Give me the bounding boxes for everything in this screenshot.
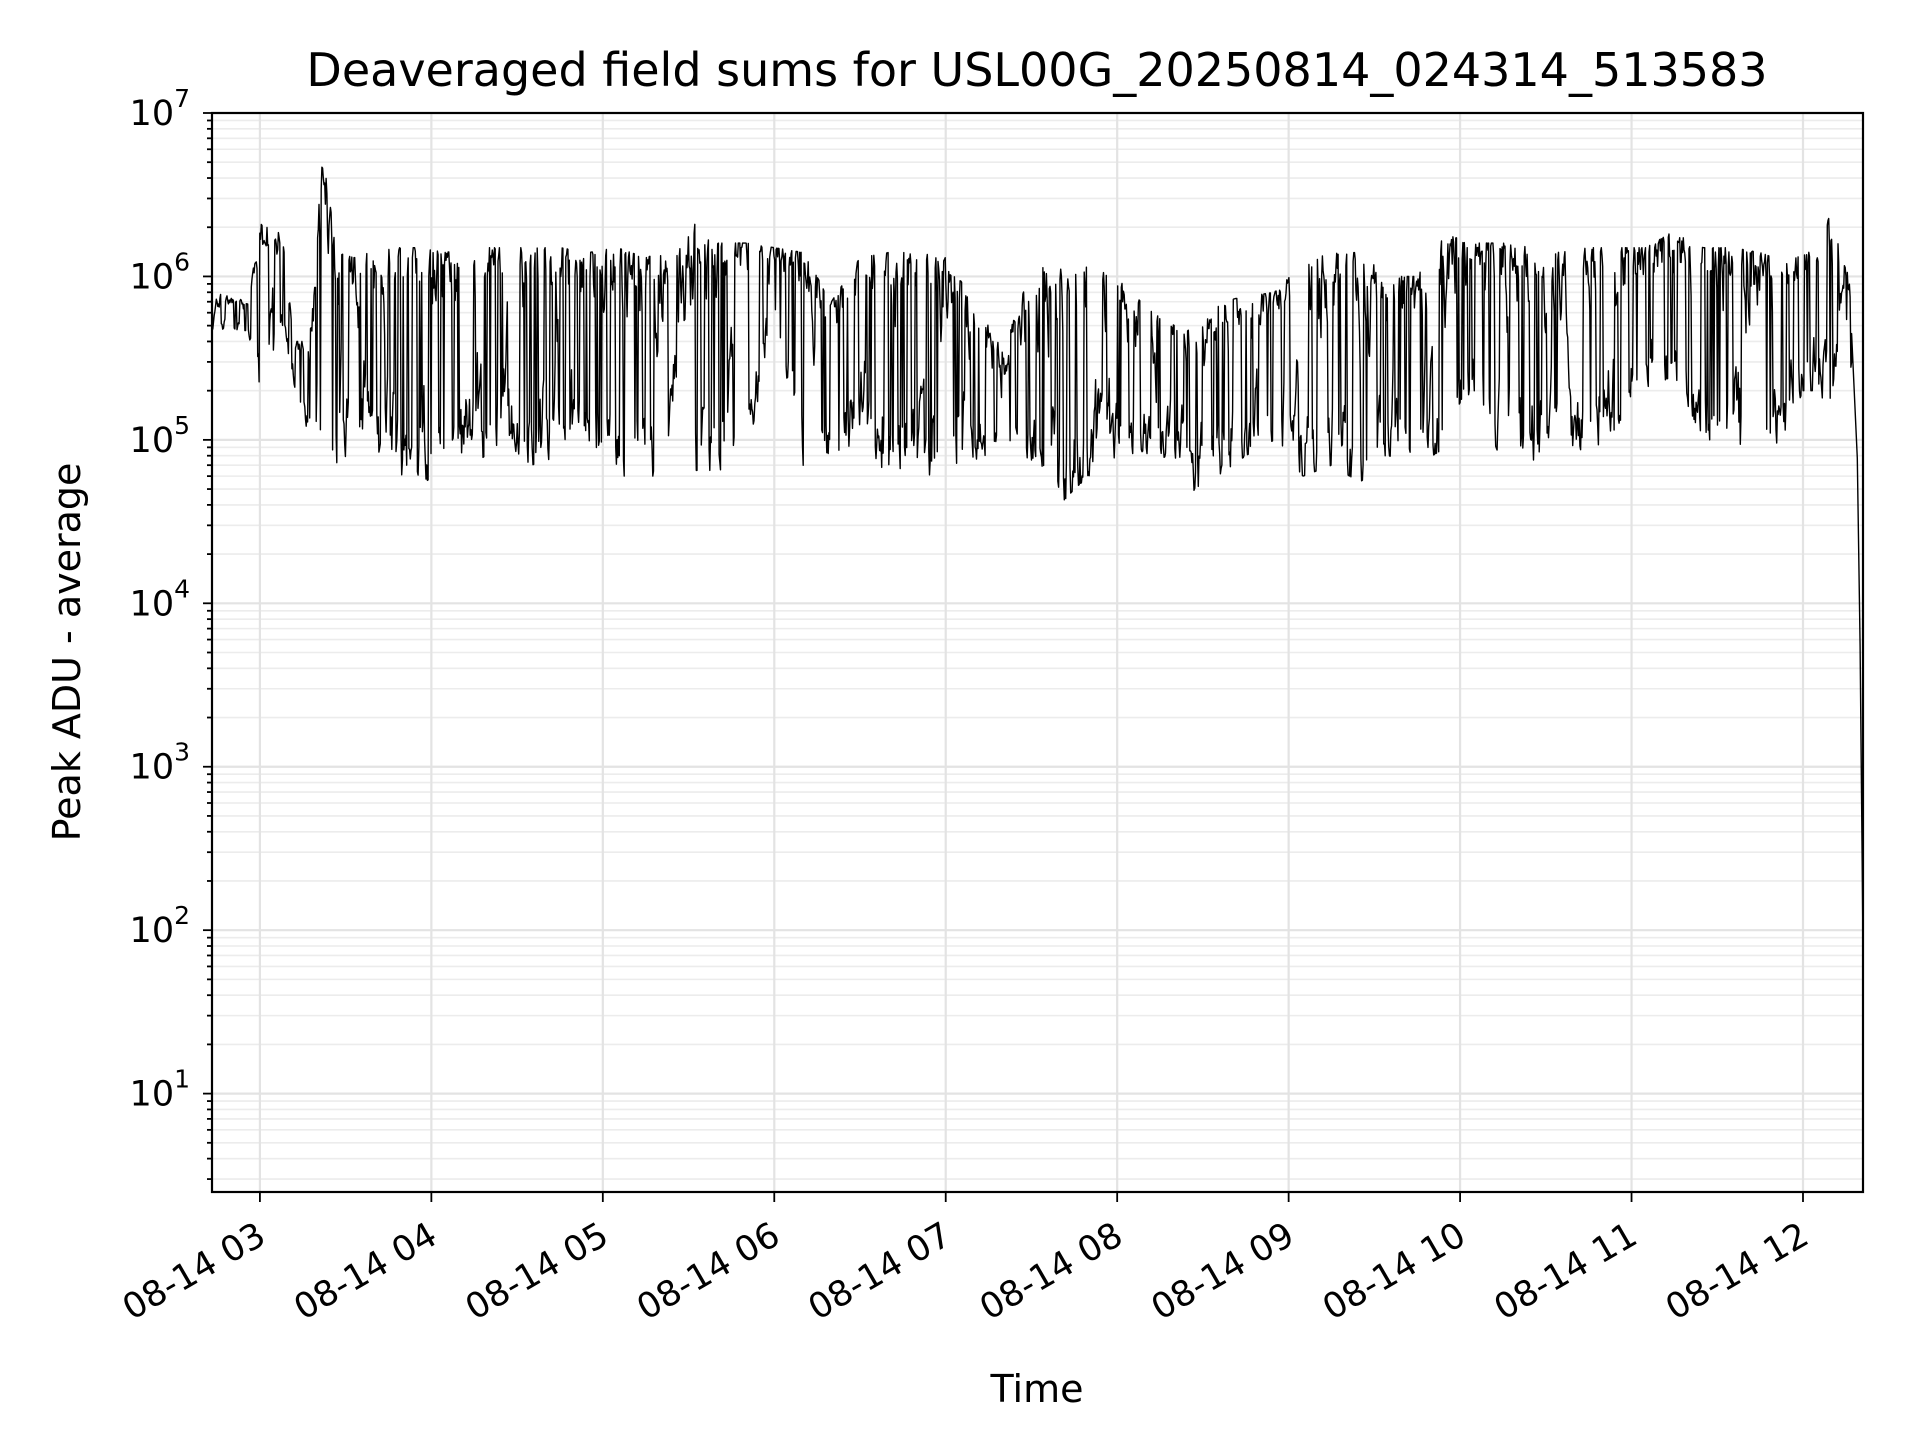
- y-tick-label: 102: [130, 901, 190, 951]
- series-line: [210, 166, 1864, 1143]
- y-tick-label: 103: [130, 738, 190, 788]
- y-tick-label: 105: [130, 411, 190, 461]
- y-tick-label: 107: [130, 84, 190, 134]
- chart-title: Deaveraged field sums for USL00G_2025081…: [306, 43, 1767, 97]
- y-tick-label: 104: [130, 574, 190, 624]
- y-tick-label: 101: [130, 1065, 190, 1115]
- y-axis-label: Peak ADU - average: [45, 463, 89, 842]
- grid: [212, 111, 1863, 1192]
- series-layer: [210, 166, 1864, 1143]
- x-axis-label: Time: [990, 1367, 1084, 1411]
- y-tick-label: 106: [130, 247, 190, 297]
